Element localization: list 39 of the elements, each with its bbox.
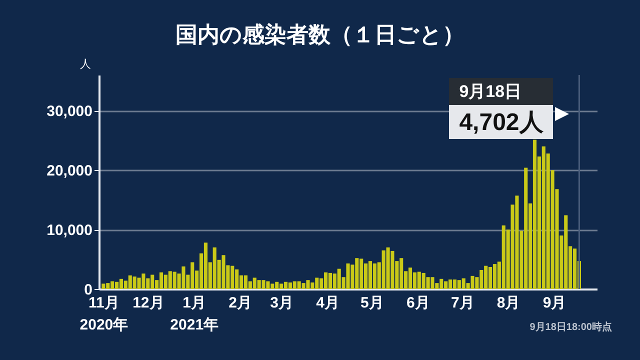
x-tick-label: 3月 xyxy=(270,294,294,312)
y-tick-label: 20,000 xyxy=(46,162,92,180)
x-tick-label: 2月 xyxy=(228,294,252,312)
bar xyxy=(244,275,248,289)
y-tick-label: 10,000 xyxy=(46,222,92,240)
bar xyxy=(386,247,390,289)
x-tick-label: 1月 2021年 xyxy=(170,294,219,334)
x-tick-label: 7月 xyxy=(450,294,474,312)
text: 9月18日18:00時点 xyxy=(530,320,612,334)
bar xyxy=(102,284,106,289)
x-tick-label: 8月 xyxy=(496,294,520,312)
bar xyxy=(572,248,577,289)
y-axis-title: 人 xyxy=(80,58,91,70)
bar xyxy=(408,268,412,289)
bar xyxy=(137,278,141,289)
bar xyxy=(368,261,372,289)
bar xyxy=(532,140,537,289)
bar xyxy=(262,280,266,289)
bar xyxy=(182,266,186,289)
bar xyxy=(430,277,434,289)
bar xyxy=(222,255,226,289)
x-tick-label: 9月 xyxy=(542,294,566,312)
bar xyxy=(324,272,328,289)
bar xyxy=(119,278,124,289)
x-tick-label: 12月 xyxy=(132,294,164,312)
bar xyxy=(346,263,350,289)
x-tick-label: 6月 xyxy=(406,294,430,312)
x-tick-label: 5月 xyxy=(360,294,384,312)
bar xyxy=(306,280,310,289)
annotation: 9月18日 xyxy=(449,78,554,105)
bar xyxy=(284,282,288,289)
chart-title: 国内の感染者数（１日ごと） xyxy=(174,21,466,49)
x-tick-label: 4月 xyxy=(316,294,340,312)
y-tick-label: 30,000 xyxy=(46,103,92,120)
bar xyxy=(492,264,497,289)
annotation: 4,702人 xyxy=(449,105,554,139)
bar xyxy=(159,272,164,289)
bar xyxy=(448,279,452,289)
bar xyxy=(470,276,474,289)
